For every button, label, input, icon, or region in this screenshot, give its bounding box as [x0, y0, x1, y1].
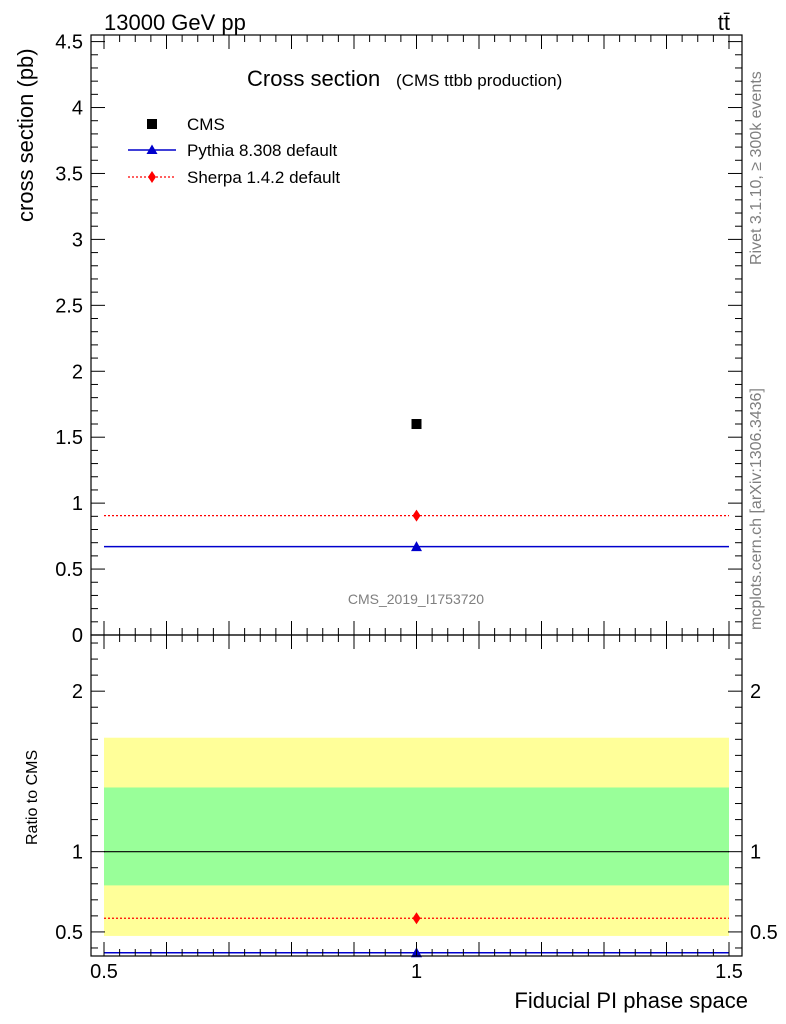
ratio-y-tick-label: 1 — [72, 842, 83, 864]
data-point-cms — [411, 419, 422, 430]
chart-subtitle: (CMS ttbb production) — [396, 71, 562, 90]
y-tick-label: 2 — [72, 361, 83, 383]
x-axis-label: Fiducial PI phase space — [514, 988, 748, 1013]
data-point-sherpa — [412, 509, 421, 522]
y-tick-label: 0 — [72, 625, 83, 647]
y-tick-label: 2.5 — [55, 295, 83, 317]
ratio-y-tick-label: 0.5 — [55, 922, 83, 944]
ratio-y-tick-label-right: 0.5 — [750, 922, 778, 944]
y-tick-label: 3.5 — [55, 163, 83, 185]
legend-label-sherpa: Sherpa 1.4.2 default — [187, 168, 340, 187]
x-tick-label: 0.5 — [90, 961, 118, 983]
ratio-y-tick-label-right: 2 — [750, 681, 761, 703]
ratio-y-tick-label: 2 — [72, 681, 83, 703]
y-tick-label: 3 — [72, 229, 83, 251]
ratio-axis-label: Ratio to CMS — [24, 750, 41, 845]
legend-label-pythia: Pythia 8.308 default — [187, 141, 338, 160]
main-panel-axes: 0 0.5 1 1.5 2 2.5 3 3.5 4 4.5 — [55, 32, 743, 647]
x-tick-label: 1 — [411, 961, 422, 983]
ratio-point-sherpa — [412, 912, 421, 925]
mcplots-reference-label: mcplots.cern.ch [arXiv:1306.3436] — [748, 388, 765, 630]
x-tick-label: 1.5 — [715, 961, 743, 983]
ratio-y-tick-label-right: 1 — [750, 842, 761, 864]
analysis-watermark: CMS_2019_I1753720 — [348, 591, 484, 607]
y-tick-label: 1 — [72, 493, 83, 515]
y-tick-label: 4.5 — [55, 32, 83, 54]
ratio-panel-background — [104, 737, 729, 936]
uncertainty-band-green — [104, 787, 729, 886]
chart-title: Cross section — [247, 66, 380, 91]
y-tick-label: 4 — [72, 98, 83, 120]
legend-label-cms: CMS — [187, 115, 225, 134]
energy-label: 13000 GeV pp — [104, 10, 246, 35]
ratio-panel-axes: 0.5 0.5 1 1 2 2 0.5 1 1.5 — [55, 634, 778, 983]
legend-marker-cms — [147, 119, 157, 129]
main-panel-series — [104, 419, 729, 552]
legend: CMS Pythia 8.308 default Sherpa 1.4.2 de… — [128, 115, 340, 187]
data-point-pythia — [411, 541, 422, 552]
rivet-version-label: Rivet 3.1.10, ≥ 300k events — [748, 71, 765, 265]
legend-marker-sherpa — [148, 171, 156, 183]
process-label: tt̄ — [718, 10, 730, 35]
y-tick-label: 1.5 — [55, 427, 83, 449]
y-tick-label: 0.5 — [55, 559, 83, 581]
y-axis-label: cross section (pb) — [13, 48, 38, 222]
legend-marker-pythia — [146, 144, 158, 154]
